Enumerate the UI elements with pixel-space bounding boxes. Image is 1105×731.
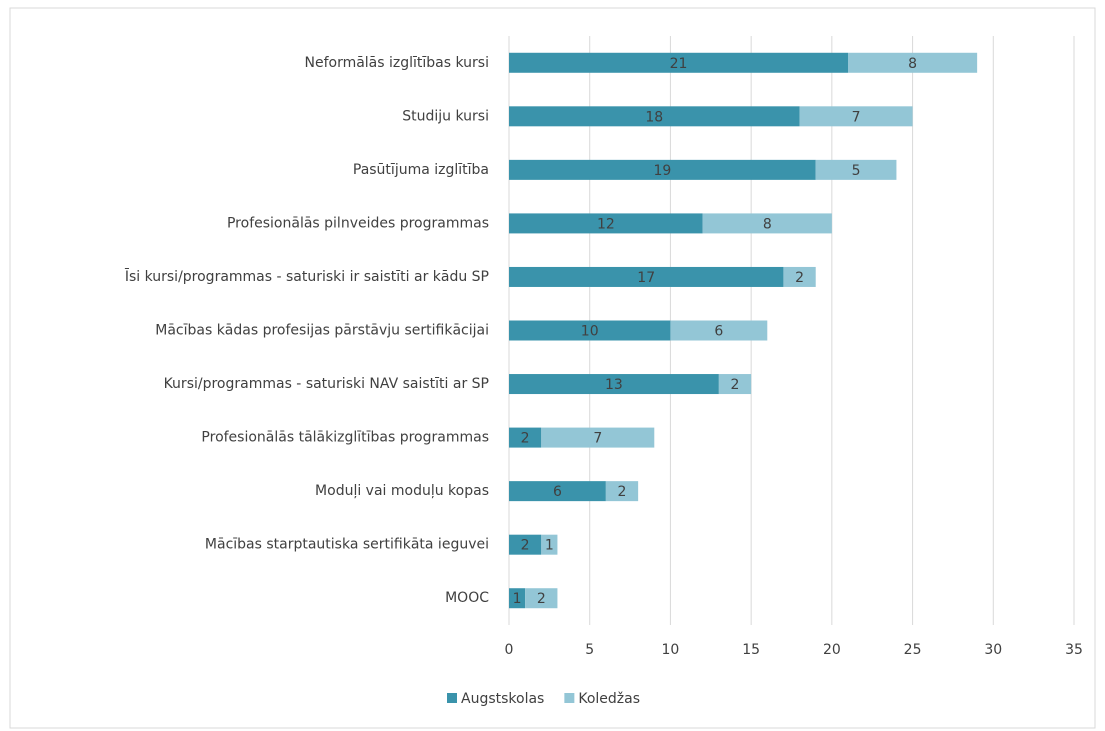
data-label: 6 <box>714 324 723 340</box>
x-tick-label: 5 <box>585 642 594 658</box>
data-label: 2 <box>521 538 530 554</box>
bar <box>509 52 848 73</box>
data-label: 17 <box>637 270 655 286</box>
bar <box>509 427 542 448</box>
bar <box>509 266 784 287</box>
x-tick-label: 25 <box>904 642 922 658</box>
bar <box>509 320 671 341</box>
data-label: 2 <box>521 431 530 447</box>
data-label: 2 <box>618 484 627 500</box>
x-tick-label: 30 <box>984 642 1002 658</box>
y-tick-label: Mācības starptautiska sertifikāta ieguve… <box>205 537 489 553</box>
x-tick-label: 10 <box>662 642 680 658</box>
data-label: 7 <box>593 431 602 447</box>
bar <box>509 481 606 502</box>
data-label: 6 <box>553 484 562 500</box>
y-tick-label: Profesionālās tālākizglītības programmas <box>201 430 489 446</box>
legend-swatch <box>447 693 457 703</box>
bar <box>541 427 655 448</box>
data-label: 1 <box>513 591 522 607</box>
bar <box>509 159 816 180</box>
data-label: 13 <box>605 377 623 393</box>
bar <box>509 374 719 395</box>
data-label: 12 <box>597 216 615 232</box>
data-label: 1 <box>545 538 554 554</box>
legend-label: Koledžas <box>578 691 640 707</box>
data-label: 2 <box>731 377 740 393</box>
bar <box>799 106 913 127</box>
y-tick-label: Kursi/programmas - saturiski NAV saistīt… <box>164 376 489 392</box>
data-label: 21 <box>670 56 688 72</box>
x-tick-label: 0 <box>505 642 514 658</box>
data-label: 7 <box>852 109 861 125</box>
bar <box>815 159 897 180</box>
y-tick-label: Studiju kursi <box>402 108 489 124</box>
y-tick-label: Īsi kursi/programmas - saturiski ir sais… <box>125 268 489 285</box>
data-label: 19 <box>653 163 671 179</box>
bar <box>509 213 703 234</box>
bar <box>509 534 542 555</box>
data-label: 2 <box>537 591 546 607</box>
y-tick-label: MOOC <box>445 590 489 606</box>
legend-swatch <box>564 693 575 703</box>
y-tick-label: Moduļi vai moduļu kopas <box>315 483 489 499</box>
y-tick-label: Pasūtījuma izglītība <box>353 162 489 178</box>
bar <box>783 266 816 287</box>
x-tick-label: 35 <box>1065 642 1083 658</box>
bar <box>848 52 978 73</box>
bar <box>702 213 832 234</box>
bar <box>509 588 526 609</box>
bar <box>525 588 558 609</box>
bar <box>605 481 639 502</box>
bar <box>670 320 768 341</box>
y-tick-label: Mācības kādas profesijas pārstāvju serti… <box>155 323 489 339</box>
x-tick-label: 20 <box>823 642 841 658</box>
bar <box>541 534 558 555</box>
data-label: 8 <box>908 56 917 72</box>
bar <box>718 374 752 395</box>
x-tick-label: 15 <box>742 642 760 658</box>
data-label: 18 <box>645 109 663 125</box>
data-label: 8 <box>763 216 772 232</box>
legend-label: Augstskolas <box>461 691 544 707</box>
data-label: 2 <box>795 270 804 286</box>
y-tick-label: Profesionālās pilnveides programmas <box>227 215 489 231</box>
data-label: 5 <box>852 163 861 179</box>
data-label: 10 <box>581 324 599 340</box>
y-tick-label: Neformālās izglītības kursi <box>304 55 489 71</box>
bar <box>509 106 800 127</box>
